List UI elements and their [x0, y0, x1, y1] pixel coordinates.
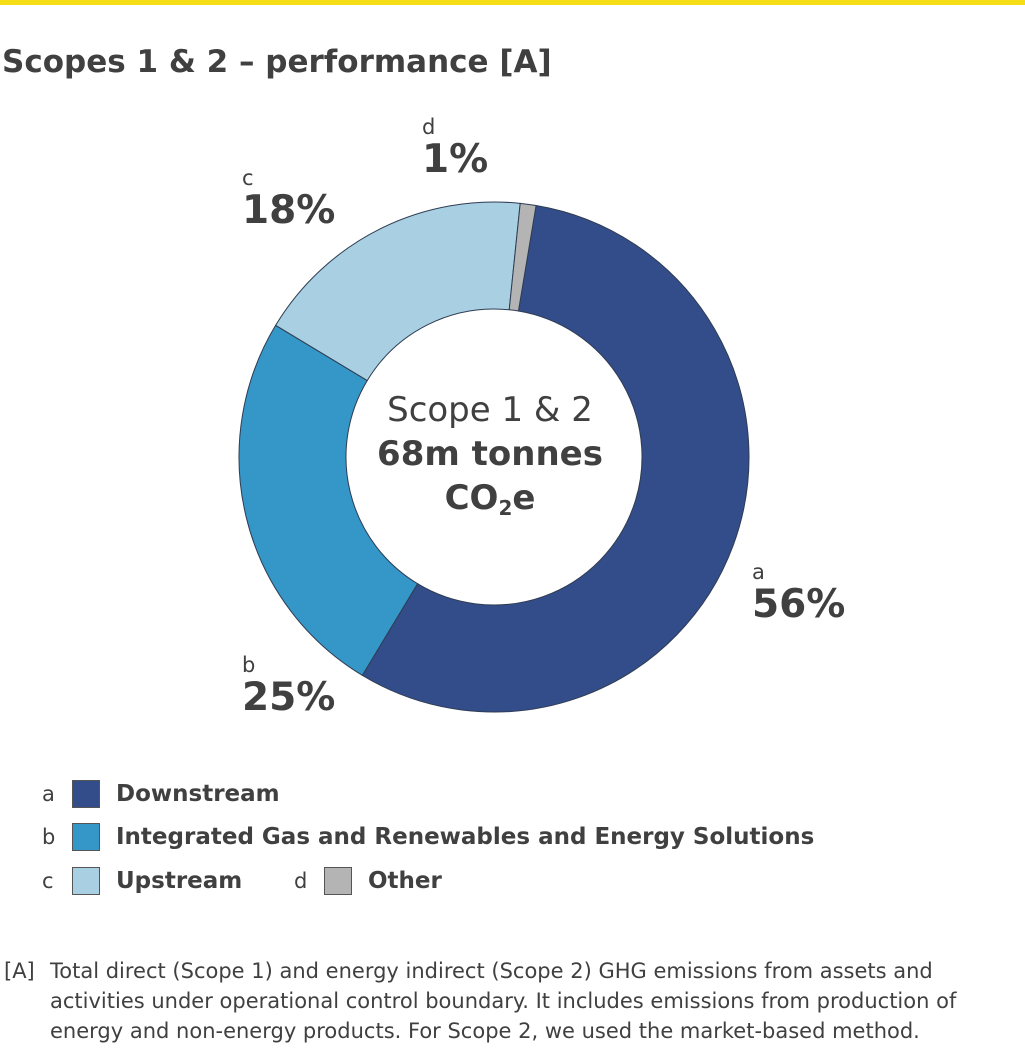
slice-percent: 18% [242, 188, 336, 233]
footnote-marker: [A] [4, 959, 35, 983]
slice-letter: a [752, 560, 765, 584]
slice-label-downstream: a 56% [752, 560, 845, 627]
center-total-value: 68m tonnes [377, 434, 603, 475]
accent-top-bar [0, 0, 1025, 5]
legend: a Downstream b Integrated Gas and Renewa… [0, 770, 1025, 910]
center-unit-main: CO [444, 478, 499, 519]
slice-label-other: d 1% [422, 115, 488, 182]
legend-letter: c [42, 869, 54, 893]
legend-item-upstream: c Upstream [42, 867, 242, 895]
center-unit-subscript: 2 [498, 496, 513, 521]
donut-center-label: Scope 1 & 2 68m tonnes CO2e [345, 388, 635, 521]
slice-percent: 56% [752, 582, 846, 627]
slice-upstream [274, 201, 521, 382]
slice-percent: 1% [422, 137, 489, 182]
legend-letter: b [42, 825, 56, 849]
legend-label: Downstream [116, 781, 280, 807]
legend-label: Other [368, 868, 442, 894]
legend-swatch-upstream [72, 867, 100, 895]
footnote-text: Total direct (Scope 1) and energy indire… [50, 959, 957, 1043]
legend-swatch-integrated-gas [72, 823, 100, 851]
slice-percent: 25% [242, 675, 336, 720]
slice-label-integrated-gas: b 25% [242, 653, 335, 720]
center-scope-label: Scope 1 & 2 [387, 390, 593, 430]
legend-swatch-other [324, 867, 352, 895]
legend-item-other: d Other [294, 867, 442, 895]
center-unit-tail: e [512, 478, 536, 519]
slice-label-upstream: c 18% [242, 166, 335, 233]
slice-integrated-gas [238, 324, 419, 677]
legend-swatch-downstream [72, 780, 100, 808]
slice-downstream [361, 204, 750, 713]
slice-letter: c [242, 166, 254, 190]
legend-letter: a [42, 782, 55, 806]
center-unit: CO2e [345, 476, 635, 521]
legend-label: Integrated Gas and Renewables and Energy… [116, 824, 815, 850]
legend-label: Upstream [116, 868, 243, 894]
slice-other [508, 202, 537, 312]
legend-item-downstream: a Downstream [42, 780, 280, 808]
footnote: [A] Total direct (Scope 1) and energy in… [4, 956, 1014, 1046]
legend-item-integrated-gas: b Integrated Gas and Renewables and Ener… [42, 823, 814, 851]
chart-title: Scopes 1 & 2 – performance [A] [2, 44, 552, 80]
legend-letter: d [294, 869, 308, 893]
slice-letter: d [422, 115, 436, 139]
slice-letter: b [242, 653, 256, 677]
